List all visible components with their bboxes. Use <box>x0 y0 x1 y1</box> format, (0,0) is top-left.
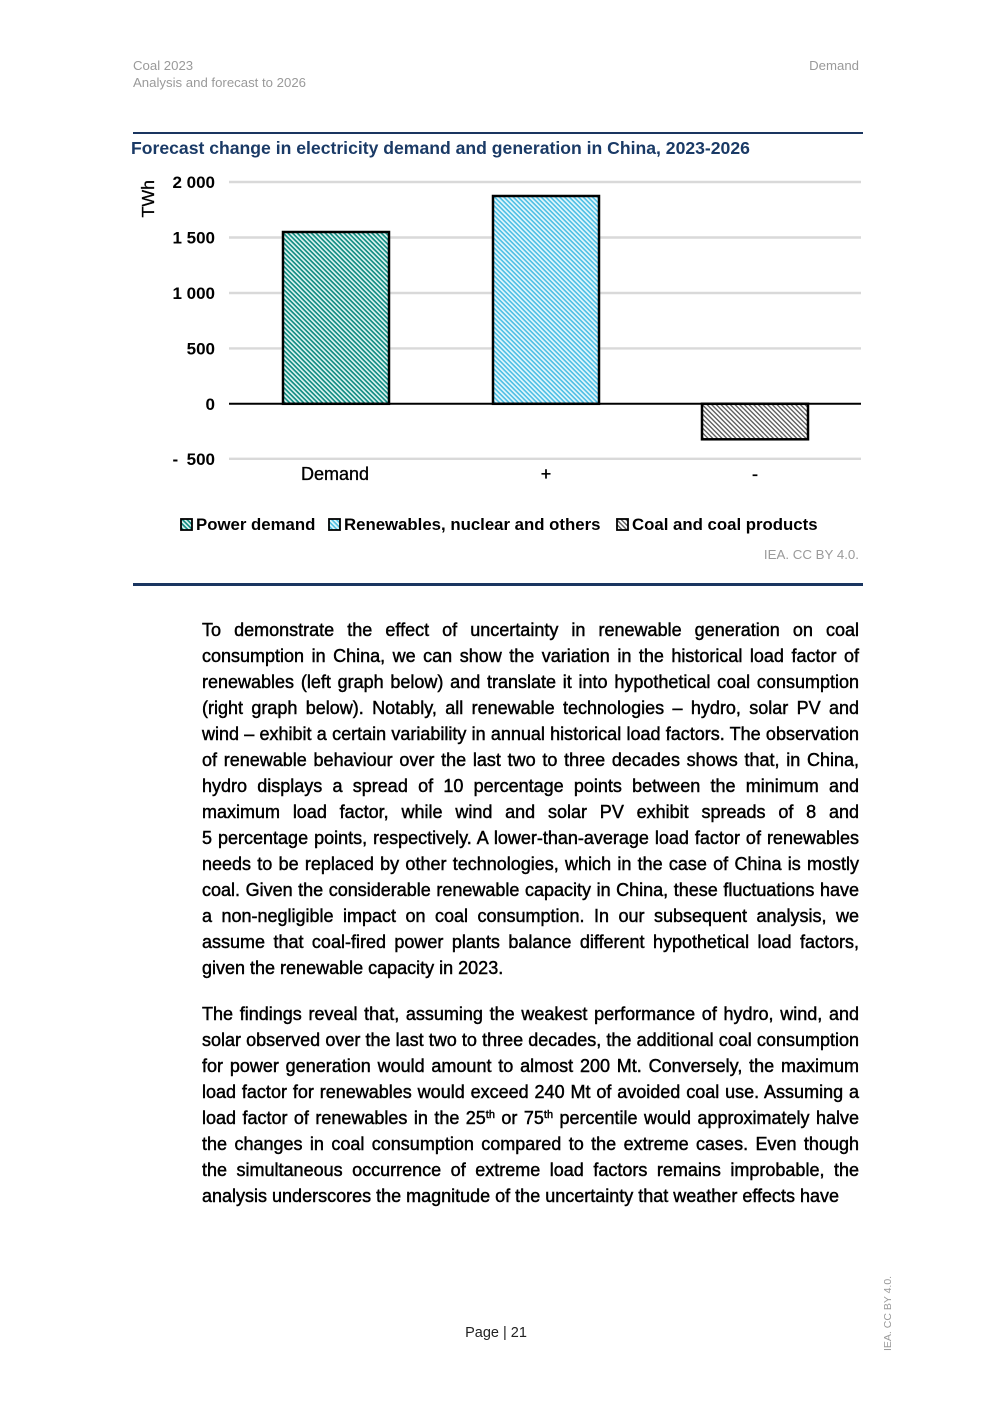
svg-text:-: - <box>752 464 758 484</box>
svg-text:+: + <box>541 464 552 484</box>
svg-text:- 500: - 500 <box>172 450 215 469</box>
svg-text:IEA. CC BY 4.0.: IEA. CC BY 4.0. <box>764 547 859 562</box>
svg-text:1 500: 1 500 <box>172 229 215 248</box>
svg-text:TWh: TWh <box>138 180 158 218</box>
svg-text:Coal and coal products: Coal and coal products <box>632 515 818 534</box>
svg-text:1 000: 1 000 <box>172 284 215 303</box>
svg-text:Demand: Demand <box>301 464 369 484</box>
svg-text:0: 0 <box>206 395 215 414</box>
svg-text:Power demand: Power demand <box>196 515 315 534</box>
svg-text:500: 500 <box>187 340 215 359</box>
svg-text:Renewables, nuclear and others: Renewables, nuclear and others <box>344 515 600 534</box>
svg-text:2 000: 2 000 <box>172 173 215 192</box>
